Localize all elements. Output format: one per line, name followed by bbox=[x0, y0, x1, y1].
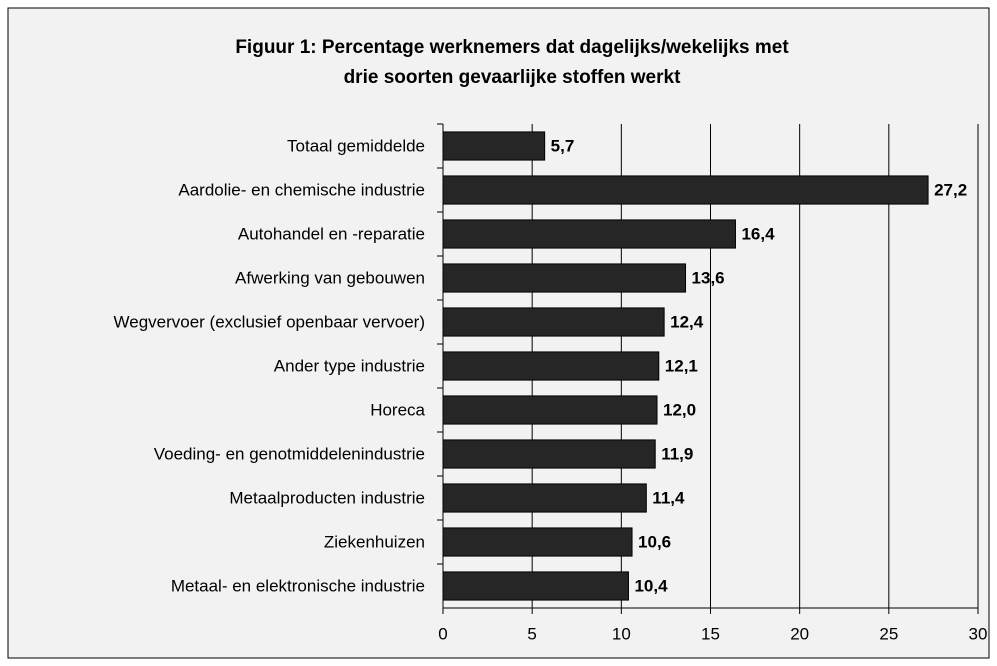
y-tick-label: Voeding- en genotmiddelenindustrie bbox=[154, 444, 425, 463]
bar bbox=[442, 175, 929, 205]
value-label: 10,4 bbox=[634, 576, 668, 595]
y-tick-label: Ander type industrie bbox=[274, 356, 425, 375]
bar bbox=[442, 263, 687, 293]
y-tick-label: Totaal gemiddelde bbox=[287, 136, 425, 155]
chart-title: Figuur 1: Percentage werknemers dat dage… bbox=[235, 37, 789, 58]
x-tick-label: 30 bbox=[969, 624, 988, 643]
bar bbox=[442, 571, 629, 601]
chart-title: drie soorten gevaarlijke stoffen werkt bbox=[344, 67, 682, 88]
x-tick-label: 10 bbox=[612, 624, 631, 643]
y-tick-label: Metaalproducten industrie bbox=[229, 488, 425, 507]
value-label: 11,4 bbox=[652, 488, 685, 507]
bar bbox=[442, 219, 736, 249]
value-label: 12,4 bbox=[670, 312, 704, 331]
value-label: 5,7 bbox=[551, 136, 575, 155]
y-tick-label: Autohandel en -reparatie bbox=[238, 224, 425, 243]
value-label: 10,6 bbox=[638, 532, 671, 551]
value-label: 12,0 bbox=[663, 400, 696, 419]
value-label: 16,4 bbox=[741, 224, 775, 243]
x-tick-label: 0 bbox=[438, 624, 447, 643]
y-tick-label: Aardolie- en chemische industrie bbox=[178, 180, 425, 199]
y-tick-label: Afwerking van gebouwen bbox=[235, 268, 425, 287]
bar bbox=[442, 351, 660, 381]
value-label: 11,9 bbox=[661, 444, 693, 463]
bar bbox=[442, 307, 665, 337]
bar bbox=[442, 483, 647, 513]
bar bbox=[442, 439, 656, 469]
x-tick-label: 20 bbox=[790, 624, 809, 643]
x-tick-label: 25 bbox=[879, 624, 898, 643]
value-label: 27,2 bbox=[934, 180, 967, 199]
x-tick-label: 15 bbox=[701, 624, 720, 643]
y-tick-label: Metaal- en elektronische industrie bbox=[171, 576, 425, 595]
y-tick-label: Horeca bbox=[370, 400, 425, 419]
bar bbox=[442, 527, 633, 557]
y-tick-label: Ziekenhuizen bbox=[324, 532, 425, 551]
y-tick-label: Wegvervoer (exclusief openbaar vervoer) bbox=[114, 312, 426, 331]
value-label: 13,6 bbox=[692, 268, 725, 287]
x-tick-label: 5 bbox=[527, 624, 536, 643]
bar bbox=[442, 131, 546, 161]
value-label: 12,1 bbox=[665, 356, 698, 375]
bar bbox=[442, 395, 658, 425]
